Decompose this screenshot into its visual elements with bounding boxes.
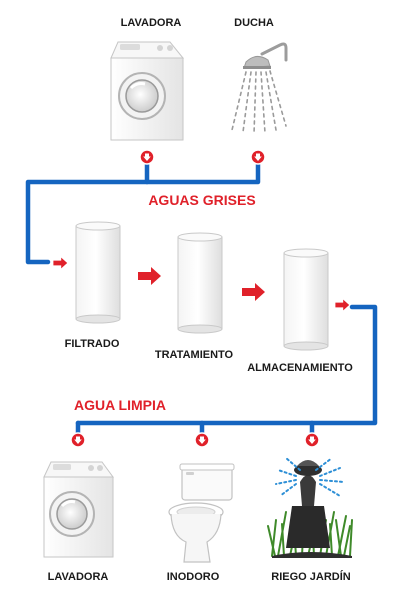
source-shower: DUCHA <box>231 17 288 135</box>
destination-label-toilet: INODORO <box>167 571 220 583</box>
grey-water-pipe <box>25 159 261 265</box>
drain-marker-shower <box>250 149 266 165</box>
toilet-icon <box>168 463 235 563</box>
grey-water-label: AGUAS GRISES <box>148 192 255 208</box>
stage-label-tratamiento: TRATAMIENTO <box>155 349 234 361</box>
tank-icon <box>75 221 121 324</box>
source-label-shower: DUCHA <box>234 17 274 29</box>
stage-label-filtrado: FILTRADO <box>65 338 120 350</box>
flow-arrow-filtrado-tratamiento <box>138 267 161 285</box>
washing-machine-icon <box>43 461 114 558</box>
tank-icon <box>177 232 223 334</box>
flow-arrow-in <box>53 257 68 269</box>
clean-water-pipe <box>75 304 378 437</box>
tank-icon <box>283 248 329 351</box>
supply-marker-washing-machine <box>70 432 86 448</box>
shower-icon <box>231 42 288 135</box>
stage-tratamiento: TRATAMIENTO <box>155 232 234 361</box>
washing-machine-icon <box>110 41 185 141</box>
destination-toilet: INODORO <box>167 463 235 583</box>
source-label-washing-machine: LAVADORA <box>121 17 182 29</box>
stage-label-almacenamiento: ALMACENAMIENTO <box>247 362 353 374</box>
sprinkler-icon <box>267 457 353 558</box>
supply-marker-garden <box>304 432 320 448</box>
destination-label-garden: RIEGO JARDÍN <box>271 570 351 583</box>
stage-almacenamiento: ALMACENAMIENTO <box>247 248 353 374</box>
destination-washing-machine: LAVADORA <box>43 461 114 583</box>
flow-arrow-out <box>335 299 350 311</box>
supply-marker-toilet <box>194 432 210 448</box>
flow-arrow-tratamiento-almacenamiento <box>242 283 265 301</box>
clean-water-label: AGUA LIMPIA <box>74 397 166 413</box>
stage-filtrado: FILTRADO <box>65 221 121 350</box>
destination-label-washing-machine: LAVADORA <box>48 571 109 583</box>
destination-garden: RIEGO JARDÍN <box>267 457 353 583</box>
drain-marker-washing-machine <box>139 149 155 165</box>
source-washing-machine: LAVADORA <box>110 17 185 141</box>
